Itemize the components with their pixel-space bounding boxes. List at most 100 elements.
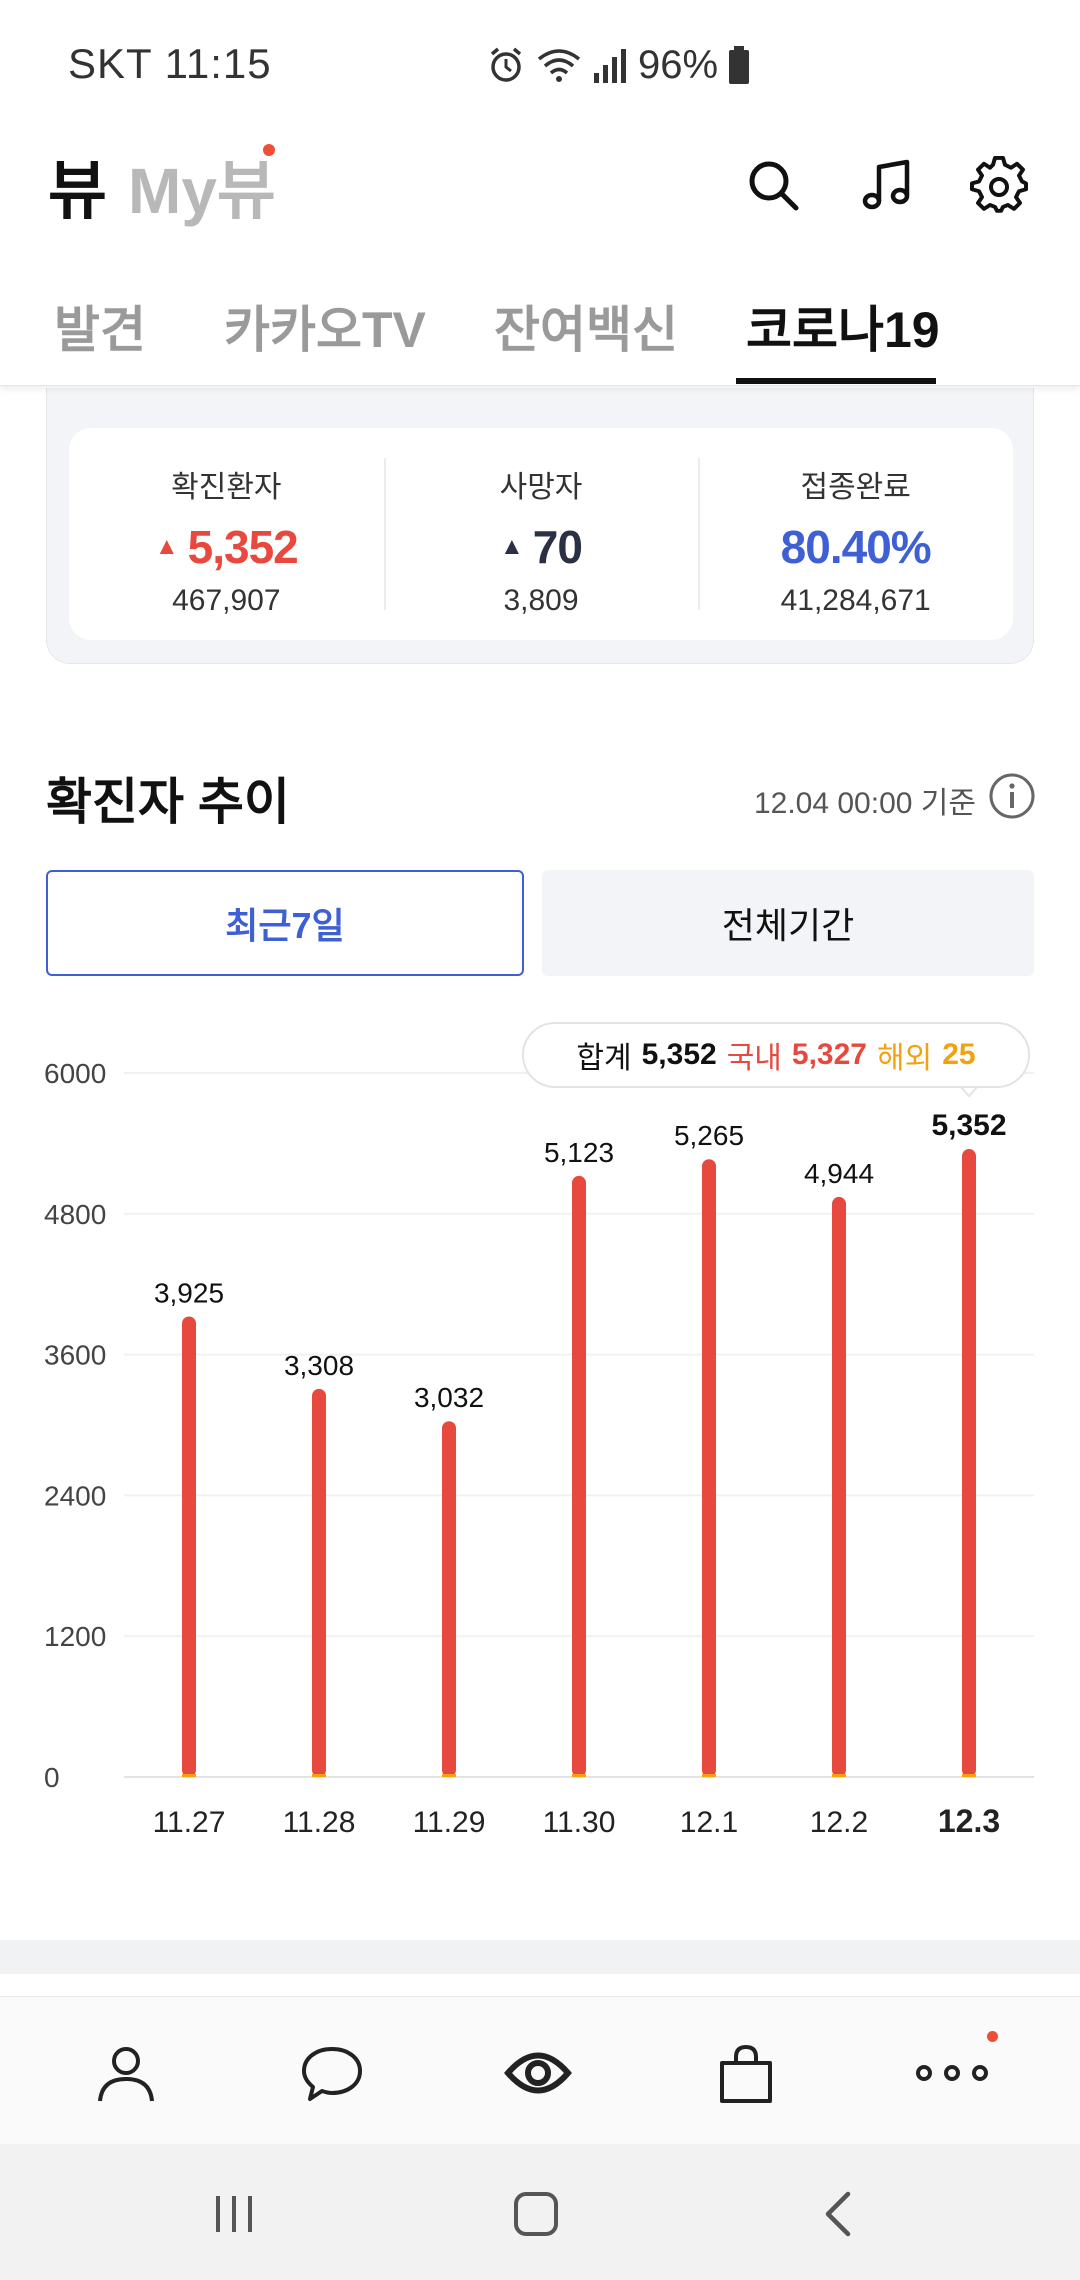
tab-discover[interactable]: 발견: [54, 302, 146, 358]
x-tick-label: 11.30: [543, 1806, 616, 1839]
music-button[interactable]: [852, 150, 922, 220]
bar-value-label: 5,123: [544, 1137, 614, 1168]
view-logo[interactable]: 뷰: [48, 155, 107, 227]
chat-icon: [302, 2047, 362, 2101]
battery-percent: 96%: [638, 42, 719, 87]
tab-remaining-vaccine[interactable]: 잔여백신: [494, 302, 678, 358]
up-triangle-icon: ▲: [500, 533, 524, 560]
status-bar: SKT 11:15 96%: [0, 0, 1080, 130]
nav-profile[interactable]: [88, 2035, 164, 2111]
info-icon[interactable]: [988, 772, 1036, 820]
stat-value: ▲ 5,352: [69, 520, 384, 574]
stat-value: ▲ 70: [384, 520, 699, 574]
stat-label: 접종완료: [800, 471, 911, 504]
x-tick-label: 12.3: [938, 1803, 1000, 1839]
active-tab-indicator: [736, 378, 936, 384]
back-button[interactable]: [808, 2184, 868, 2244]
trend-basis-time: 12.04 00:00 기준: [753, 787, 976, 820]
bar-overseas-segment: [312, 1774, 326, 1777]
up-triangle-icon: ▲: [154, 533, 179, 560]
bar-value-label: 3,032: [414, 1382, 484, 1413]
bar-value-label: 3,925: [154, 1277, 224, 1308]
shopping-icon: [720, 2044, 772, 2103]
stat-total: 3,809: [503, 584, 579, 617]
signal-icon: [594, 49, 626, 83]
carrier-time: SKT 11:15: [68, 40, 272, 87]
confirmed-trend-chart: 0 1200 2400 3600 4800 6000 3,925 11.27 3,308 11.2…: [44, 1058, 1034, 1839]
bar-value-label: 5,352: [931, 1109, 1006, 1142]
nav-more[interactable]: [914, 2035, 990, 2111]
stat-label: 사망자: [499, 471, 583, 504]
bar-overseas-segment: [702, 1774, 716, 1777]
stat-vaccinated: 접종완료 80.40% 41,284,671: [698, 428, 1013, 640]
stat-confirmed: 확진환자 ▲ 5,352 467,907: [69, 428, 384, 640]
bar-overseas-segment: [442, 1774, 456, 1777]
search-button[interactable]: [738, 150, 808, 220]
tooltip-overseas-value: 25: [942, 1038, 976, 1071]
bar-value-label: 5,265: [674, 1120, 744, 1151]
home-button[interactable]: [506, 2184, 566, 2244]
tooltip-overseas-label: 해외: [876, 1042, 933, 1075]
stat-number: 80.40%: [780, 521, 932, 573]
all-period-button[interactable]: 전체기간: [542, 870, 1034, 976]
chart-tooltip: 합계 5,352 국내 5,327 해외 25: [522, 1022, 1030, 1088]
x-tick-label: 11.28: [283, 1806, 356, 1839]
back-icon: [825, 2191, 851, 2237]
gear-icon: [970, 156, 1028, 213]
nav-view[interactable]: [500, 2035, 576, 2111]
music-icon: [862, 159, 910, 210]
covid-stats-card: 확진환자 ▲ 5,352 467,907 사망자 ▲ 70 3,809 접종완료…: [69, 428, 1013, 640]
more-badge-dot: [987, 2031, 998, 2042]
stat-deaths: 사망자 ▲ 70 3,809: [383, 428, 699, 640]
tooltip-pointer: [959, 1085, 979, 1098]
stat-total: 41,284,671: [780, 584, 931, 617]
bar: [962, 1149, 976, 1777]
bar-overseas-segment: [962, 1774, 976, 1777]
status-icons: 96%: [486, 40, 750, 90]
my-view-link[interactable]: My뷰: [128, 155, 276, 227]
covid-stats-panel: 확진환자 ▲ 5,352 467,907 사망자 ▲ 70 3,809 접종완료…: [46, 388, 1034, 664]
bar: [702, 1159, 716, 1777]
tab-kakao-tv[interactable]: 카카오TV: [224, 302, 426, 358]
stat-number: 70: [532, 521, 583, 573]
nav-shopping[interactable]: [708, 2035, 784, 2111]
bar: [442, 1421, 456, 1777]
bottom-nav: [0, 1996, 1080, 2144]
y-tick-label: 6000: [44, 1058, 106, 1089]
x-tick-label: 11.27: [153, 1806, 226, 1839]
stat-total: 467,907: [172, 584, 281, 617]
x-tick-label: 12.1: [680, 1806, 738, 1839]
alarm-icon: [490, 47, 522, 82]
y-tick-label: 4800: [44, 1199, 106, 1230]
bar-value-label: 4,944: [804, 1158, 874, 1189]
y-tick-label: 0: [44, 1762, 60, 1793]
search-icon: [749, 161, 799, 211]
app-header: 뷰 My뷰: [0, 130, 1080, 260]
tooltip-domestic-label: 국내: [726, 1042, 782, 1075]
bar: [182, 1316, 196, 1777]
bar: [832, 1196, 846, 1777]
category-tabs: 발견 카카오TV 잔여백신 코로나19: [0, 270, 1080, 386]
settings-button[interactable]: [964, 150, 1034, 220]
x-tick-label: 12.2: [810, 1806, 868, 1839]
bar: [312, 1388, 326, 1777]
tab-covid19[interactable]: 코로나19: [746, 302, 940, 358]
stat-number: 5,352: [187, 521, 299, 573]
nav-chat[interactable]: [294, 2035, 370, 2111]
recent-7days-button[interactable]: 최근7일: [46, 870, 524, 976]
recent-apps-button[interactable]: [204, 2184, 264, 2244]
bar-overseas-segment: [572, 1774, 586, 1777]
profile-icon: [98, 2047, 154, 2102]
trend-title: 확진자 추이: [46, 774, 290, 830]
recent-apps-icon: [216, 2196, 252, 2232]
x-tick-label: 11.29: [413, 1806, 486, 1839]
battery-icon: [729, 46, 750, 84]
y-tick-label: 1200: [44, 1621, 106, 1652]
system-nav-bar: [0, 2144, 1080, 2280]
wifi-icon: [537, 49, 581, 82]
bar-overseas-segment: [182, 1774, 196, 1777]
new-badge-dot: [263, 144, 275, 156]
y-tick-label: 2400: [44, 1480, 106, 1511]
home-icon: [514, 2192, 558, 2236]
bar-overseas-segment: [832, 1774, 846, 1777]
